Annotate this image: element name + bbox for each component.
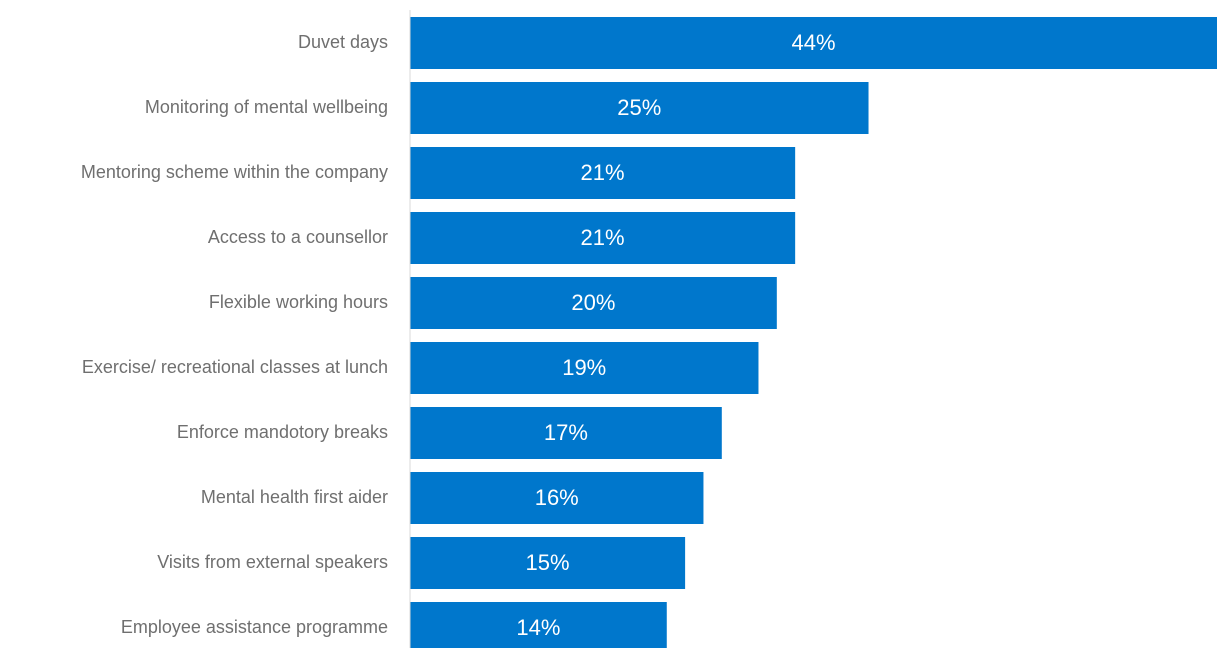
- bar: [410, 537, 686, 589]
- category-label: Exercise/ recreational classes at lunch: [82, 357, 388, 377]
- data-label: 15%: [526, 550, 570, 575]
- bar: [410, 472, 704, 524]
- data-label: 20%: [571, 290, 615, 315]
- bar: [410, 17, 1217, 69]
- data-label: 17%: [544, 420, 588, 445]
- data-label: 25%: [617, 95, 661, 120]
- value-labels: 44% 25% 21% 21% 20% 19% 17% 16% 15% 14%: [516, 30, 835, 640]
- category-label: Enforce mandotory breaks: [177, 422, 388, 442]
- bar: [410, 82, 869, 134]
- category-label: Monitoring of mental wellbeing: [145, 97, 388, 117]
- bar: [410, 342, 759, 394]
- category-label: Mentoring scheme within the company: [81, 162, 388, 182]
- data-label: 16%: [535, 485, 579, 510]
- category-labels: Duvet days Monitoring of mental wellbeing…: [81, 32, 388, 637]
- data-label: 19%: [562, 355, 606, 380]
- category-label: Mental health first aider: [201, 487, 388, 507]
- category-label: Duvet days: [298, 32, 388, 52]
- category-label: Access to a counsellor: [208, 227, 388, 247]
- bar: [410, 212, 796, 264]
- bar: [410, 602, 667, 648]
- data-label: 21%: [581, 225, 625, 250]
- bars: [410, 17, 1217, 648]
- data-label: 21%: [581, 160, 625, 185]
- data-label: 14%: [516, 615, 560, 640]
- bar: [410, 147, 796, 199]
- category-label: Employee assistance programme: [121, 617, 388, 637]
- category-label: Flexible working hours: [209, 292, 388, 312]
- bar: [410, 277, 777, 329]
- bar: [410, 407, 722, 459]
- category-label: Visits from external speakers: [157, 552, 388, 572]
- data-label: 44%: [791, 30, 835, 55]
